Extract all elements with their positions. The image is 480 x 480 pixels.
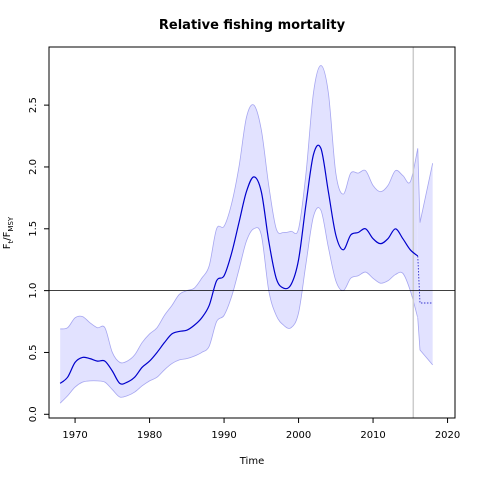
y-label-sub1: t	[7, 240, 15, 243]
median-line	[59, 144, 419, 385]
lower-bound-line	[59, 207, 419, 404]
x-tick-label: 1970	[62, 430, 87, 441]
upper-bound-line	[60, 65, 419, 364]
x-tick-label: 1990	[211, 430, 236, 441]
y-axis-label: Ft/FMSY	[2, 216, 15, 249]
y-tick-label: 0.5	[28, 345, 39, 361]
y-tick-label: 1.5	[28, 221, 39, 237]
axes: 1970 1980 1990 2000 2010 2020 0.0 0.5 1.0 1.5 2.0 2…	[28, 46, 460, 441]
y-tick-label: 2.5	[28, 97, 39, 113]
x-tick-label: 2010	[360, 430, 385, 441]
forecast-band	[417, 148, 433, 365]
chart-title: Relative fishing mortality	[159, 18, 346, 33]
y-label-sub2: MSY	[7, 216, 15, 231]
plot-frame	[48, 46, 456, 419]
y-label-sep: /F	[2, 231, 13, 240]
forecast-upper-line	[417, 148, 434, 223]
x-tick-label: 1980	[137, 430, 162, 441]
y-tick-label: 1.0	[28, 283, 39, 299]
plot-area	[49, 47, 455, 418]
forecast-median-line	[417, 255, 433, 304]
y-tick-label: 0.0	[28, 406, 39, 422]
y-tick-label: 2.0	[28, 159, 39, 175]
x-tick-label: 2000	[286, 430, 311, 441]
y-label-main: F	[2, 243, 13, 249]
x-tick-label: 2020	[435, 430, 460, 441]
forecast-lower-line	[417, 317, 433, 366]
x-axis-label: Time	[239, 456, 264, 467]
confidence-band	[60, 65, 418, 404]
